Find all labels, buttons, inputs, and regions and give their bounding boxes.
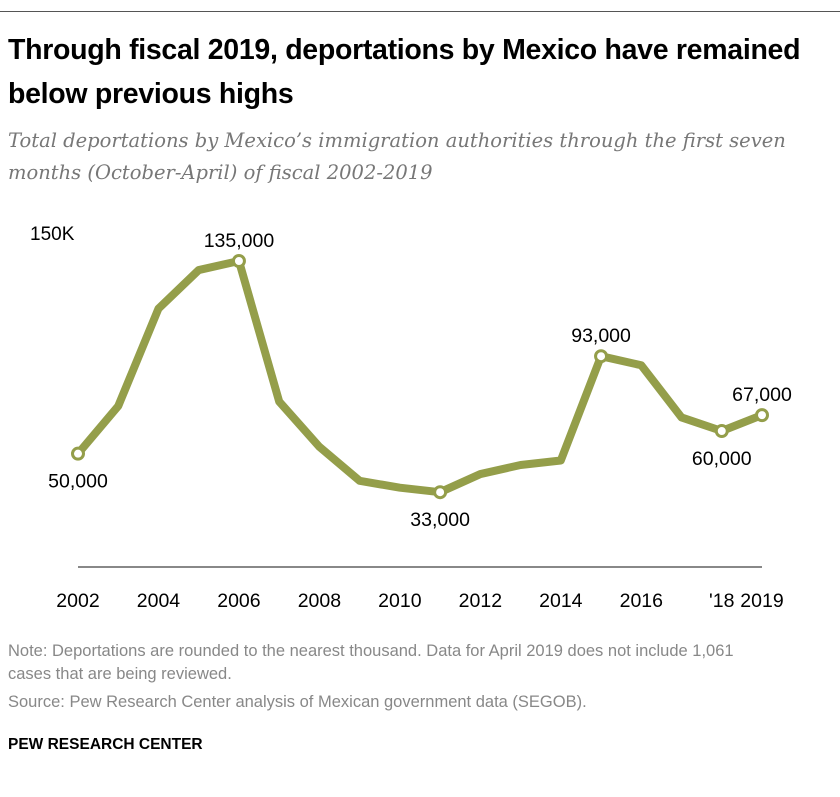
data-point-marker [71,446,85,461]
data-line [74,257,766,497]
x-tick-label: 2016 [620,590,663,612]
line-chart: 150K 2002 2004 2006 2008 2010 2012 2014 2016 '18 2… [30,224,792,612]
data-point-marker [755,408,769,423]
brand-logo-text: PEW RESEARCH CENTER [8,736,203,753]
data-point-marker [714,424,729,438]
data-label: 60,000 [692,448,752,470]
data-label: 33,000 [410,509,470,531]
x-tick-label: 2008 [298,590,341,612]
x-tick-label: 2006 [217,590,260,612]
chart-source: Source: Pew Research Center analysis of … [8,693,587,711]
top-rule [0,11,840,12]
x-tick-label: 2004 [137,590,181,612]
x-tick-label: '18 [709,590,734,612]
data-point-marker [594,349,609,364]
data-point-marker [433,485,448,500]
data-point-marker [231,254,246,268]
data-label: 67,000 [732,384,792,406]
y-tick-label: 150K [30,224,75,245]
chart-note: Note: Deportations are rounded to the ne… [8,642,734,683]
chart-title: Through fiscal 2019, deportations by Mex… [8,34,801,110]
data-label: 135,000 [204,230,275,252]
x-tick-label: 2002 [56,590,99,612]
x-tick-label: 2010 [378,590,422,612]
x-tick-label: 2012 [459,590,502,612]
data-label: 93,000 [571,325,631,347]
chart-subtitle: Total deportations by Mexico’s immigrati… [8,129,786,184]
x-tick-label: 2019 [740,590,783,612]
x-tick-label: 2014 [539,590,583,612]
data-label: 50,000 [48,471,108,493]
